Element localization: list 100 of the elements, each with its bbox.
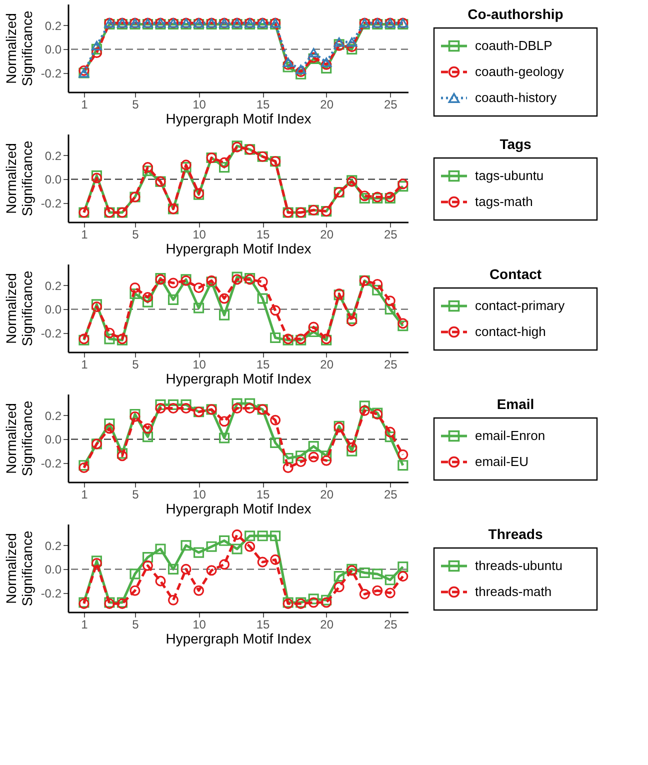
point <box>219 416 230 427</box>
point <box>91 44 102 54</box>
point <box>359 567 370 578</box>
point <box>91 170 102 181</box>
x-tick-label: 15 <box>256 98 270 112</box>
point <box>308 594 319 604</box>
point <box>193 585 204 596</box>
point <box>384 432 396 442</box>
y-tick-label: -0.2 <box>40 196 62 210</box>
point <box>116 450 128 462</box>
point <box>282 59 294 70</box>
point <box>155 544 166 554</box>
point <box>270 305 281 316</box>
point <box>219 162 230 173</box>
legend-title: Co-authorship <box>468 6 564 22</box>
point <box>308 326 319 338</box>
point <box>180 403 192 414</box>
y-tick-label: 0.2 <box>44 278 62 293</box>
y-tick-label: -0.2 <box>40 456 62 470</box>
point <box>130 568 140 580</box>
point <box>398 562 408 572</box>
legend-label: tags-ubuntu <box>475 168 544 183</box>
x-tick-label: 15 <box>256 228 270 242</box>
x-axis-title: Hypergraph Motif Index <box>166 630 312 646</box>
point <box>155 403 166 414</box>
legend-label: coauth-history <box>475 90 558 105</box>
point <box>91 558 102 569</box>
y-tick-label: 0.2 <box>44 148 62 163</box>
x-tick-label: 25 <box>384 358 398 372</box>
point <box>346 313 358 324</box>
point <box>206 541 217 552</box>
point <box>372 585 383 596</box>
point <box>359 405 370 416</box>
point <box>282 62 294 72</box>
point <box>180 564 192 574</box>
point <box>168 564 179 574</box>
point <box>384 574 396 586</box>
point <box>142 166 154 176</box>
point <box>296 456 306 468</box>
point <box>372 568 383 580</box>
y-axis-title: Normalized Significance <box>2 530 35 606</box>
point <box>308 322 319 332</box>
point <box>142 432 154 442</box>
y-tick-label: 0.0 <box>44 562 62 577</box>
point <box>142 292 154 303</box>
y-tick-label: 0.0 <box>44 302 62 317</box>
point <box>155 399 166 410</box>
x-tick-label: 1 <box>81 618 88 632</box>
point <box>359 588 370 600</box>
x-tick-label: 5 <box>132 618 140 632</box>
x-axis-title: Hypergraph Motif Index <box>166 240 312 256</box>
point <box>282 452 294 464</box>
point <box>193 547 204 558</box>
point <box>384 588 396 598</box>
point <box>346 446 358 456</box>
point <box>321 594 332 606</box>
point <box>308 441 319 452</box>
point <box>296 64 306 74</box>
x-tick-label: 1 <box>81 488 88 502</box>
point <box>232 272 242 282</box>
point <box>168 399 179 410</box>
point <box>346 37 358 47</box>
point <box>270 414 281 426</box>
y-tick-label: 0.2 <box>44 408 62 423</box>
point <box>206 565 217 576</box>
point <box>270 530 281 542</box>
point <box>270 332 281 343</box>
x-tick-label: 1 <box>81 98 88 112</box>
point <box>257 556 268 568</box>
x-tick-label: 20 <box>320 228 334 242</box>
point <box>130 282 140 294</box>
point <box>91 299 102 310</box>
x-tick-label: 1 <box>81 358 88 372</box>
x-axis-title: Hypergraph Motif Index <box>166 500 312 516</box>
point <box>398 320 408 332</box>
y-tick-label: 0.2 <box>44 538 62 553</box>
y-tick-label: 0.0 <box>44 42 62 57</box>
legend-label: contact-primary <box>475 298 566 313</box>
y-axis-title: Normalized Significance <box>2 140 35 216</box>
point <box>130 411 140 422</box>
legend-title: Tags <box>500 136 532 152</box>
legend-title: Threads <box>488 526 543 542</box>
legend-label: contact-high <box>475 324 546 339</box>
point <box>282 58 294 67</box>
point <box>257 276 268 288</box>
point <box>334 582 344 592</box>
y-tick-label: 0.0 <box>44 432 62 447</box>
point <box>142 296 154 308</box>
point <box>359 400 370 412</box>
y-axis-title: Normalized Significance <box>2 270 35 346</box>
x-tick-label: 15 <box>256 488 270 502</box>
point <box>384 296 396 306</box>
y-tick-label: 0.0 <box>44 172 62 187</box>
point <box>104 418 115 429</box>
y-tick-label: 0.2 <box>44 18 62 33</box>
legend-title: Contact <box>489 266 542 282</box>
point <box>91 172 102 184</box>
point <box>308 452 319 462</box>
y-tick-label: -0.2 <box>40 586 62 600</box>
point <box>232 398 242 409</box>
